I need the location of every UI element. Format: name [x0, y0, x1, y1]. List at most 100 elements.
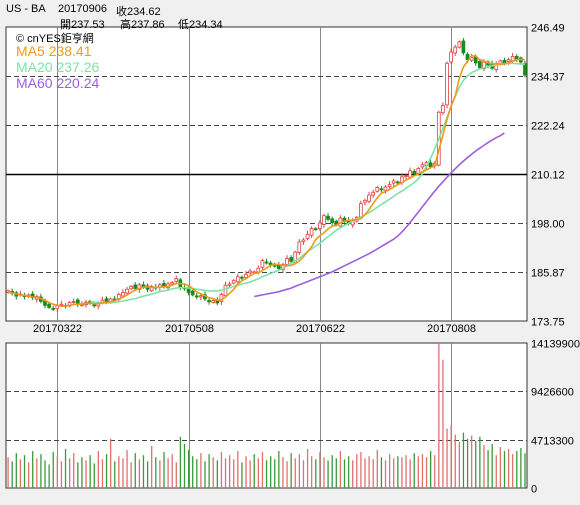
- candle-body: [387, 184, 392, 187]
- volume-bar: [81, 457, 83, 488]
- candle-body: [412, 170, 417, 175]
- volume-bar: [274, 459, 276, 488]
- volume-bar: [487, 450, 489, 488]
- volume-bar: [372, 459, 374, 488]
- candle-body: [408, 170, 412, 178]
- ma20-legend: MA20 237.26: [16, 59, 99, 75]
- volume-bar: [331, 455, 333, 488]
- volume-bar: [196, 459, 198, 488]
- volume-bar: [130, 462, 132, 488]
- candle-body: [441, 104, 445, 114]
- volume-tick-label: 4713300: [531, 436, 574, 448]
- candle-body: [104, 298, 109, 302]
- volume-bar: [499, 446, 502, 488]
- volume-bar: [89, 455, 91, 488]
- ma5-legend-name: MA5: [16, 43, 45, 59]
- candle-body: [71, 300, 76, 303]
- candle-body: [199, 295, 203, 298]
- volume-bar: [466, 438, 469, 488]
- candle-body: [244, 273, 248, 278]
- volume-bar: [23, 455, 26, 488]
- candle-body: [477, 61, 482, 69]
- volume-bar: [286, 461, 288, 488]
- volume-bar: [32, 451, 34, 488]
- volume-bar: [233, 459, 235, 488]
- volume-bar: [245, 456, 247, 488]
- volume-bar: [442, 359, 444, 488]
- candle-body: [227, 283, 232, 286]
- volume-bar: [167, 458, 169, 488]
- volume-bar: [327, 460, 329, 488]
- volume-bar: [36, 458, 38, 488]
- volume-bar: [311, 456, 313, 488]
- candle-body: [248, 270, 252, 274]
- volume-bar: [257, 458, 259, 488]
- x-tick-label: 20170322: [33, 323, 82, 335]
- volume-bar: [187, 450, 190, 488]
- volume-bar: [471, 435, 473, 488]
- volume-bar: [450, 425, 452, 488]
- volume-bar: [421, 454, 424, 488]
- volume-bar: [376, 450, 378, 488]
- ma60-line: [254, 132, 505, 298]
- price-panel: 20170322 20170508 20170622 20170808 246.49 23…: [5, 23, 565, 335]
- candle-body: [260, 260, 265, 268]
- volume-bar: [425, 457, 428, 488]
- volume-bar: [491, 443, 493, 488]
- volume-bar: [343, 459, 346, 488]
- candle-body: [129, 286, 133, 290]
- candle-body: [371, 191, 375, 196]
- candle-body: [305, 233, 310, 239]
- volume-bar: [413, 453, 415, 488]
- date-label: 20170906: [58, 3, 107, 15]
- volume-bar: [159, 460, 161, 488]
- volume-bar: [142, 455, 145, 488]
- volume-bar: [524, 453, 526, 488]
- candle-body: [326, 215, 330, 220]
- candle-body: [523, 63, 527, 76]
- candle-body: [420, 164, 425, 168]
- watermark-label: © cnYES鉅亨網: [16, 33, 94, 45]
- candle-body: [51, 308, 56, 310]
- y-tick-label: 222.24: [531, 121, 565, 133]
- candle-body: [59, 303, 64, 306]
- volume-bar: [339, 451, 342, 488]
- volume-bar: [138, 459, 141, 488]
- candle-body: [453, 46, 458, 54]
- volume-bar: [15, 453, 17, 488]
- volume-tick-label: 0: [531, 484, 537, 496]
- volume-bar: [27, 462, 30, 488]
- candle-body: [174, 277, 179, 282]
- y-tick-label: 234.37: [531, 72, 565, 84]
- y-tick-label: 185.87: [531, 268, 565, 280]
- volume-bar: [134, 453, 136, 488]
- high-label: 高237.86: [120, 19, 165, 31]
- candle-body: [309, 228, 314, 236]
- volume-bar: [462, 432, 465, 488]
- volume-bar: [192, 456, 194, 488]
- volume-bar: [155, 457, 157, 488]
- candle-body: [428, 162, 433, 168]
- volume-bar: [44, 460, 46, 488]
- volume-bar: [356, 454, 358, 488]
- volume-bar: [282, 457, 284, 488]
- volume-bar: [114, 461, 116, 488]
- low-label: 低234.34: [178, 19, 223, 31]
- candle-body: [461, 40, 466, 54]
- volume-bar: [380, 457, 383, 488]
- volume-bar: [208, 454, 210, 488]
- candle-body: [264, 261, 269, 264]
- volume-bar: [384, 460, 387, 488]
- volume-bar: [56, 456, 58, 488]
- candle-body: [194, 295, 199, 298]
- volume-bar: [40, 454, 42, 488]
- candle-body: [367, 194, 371, 202]
- candle-body: [359, 203, 363, 218]
- volume-bar: [175, 462, 177, 488]
- volume-bar: [7, 457, 9, 488]
- volume-bar: [253, 454, 255, 488]
- y-tick-label: 246.49: [531, 23, 565, 35]
- volume-bar: [122, 458, 124, 488]
- volume-bar: [298, 454, 301, 488]
